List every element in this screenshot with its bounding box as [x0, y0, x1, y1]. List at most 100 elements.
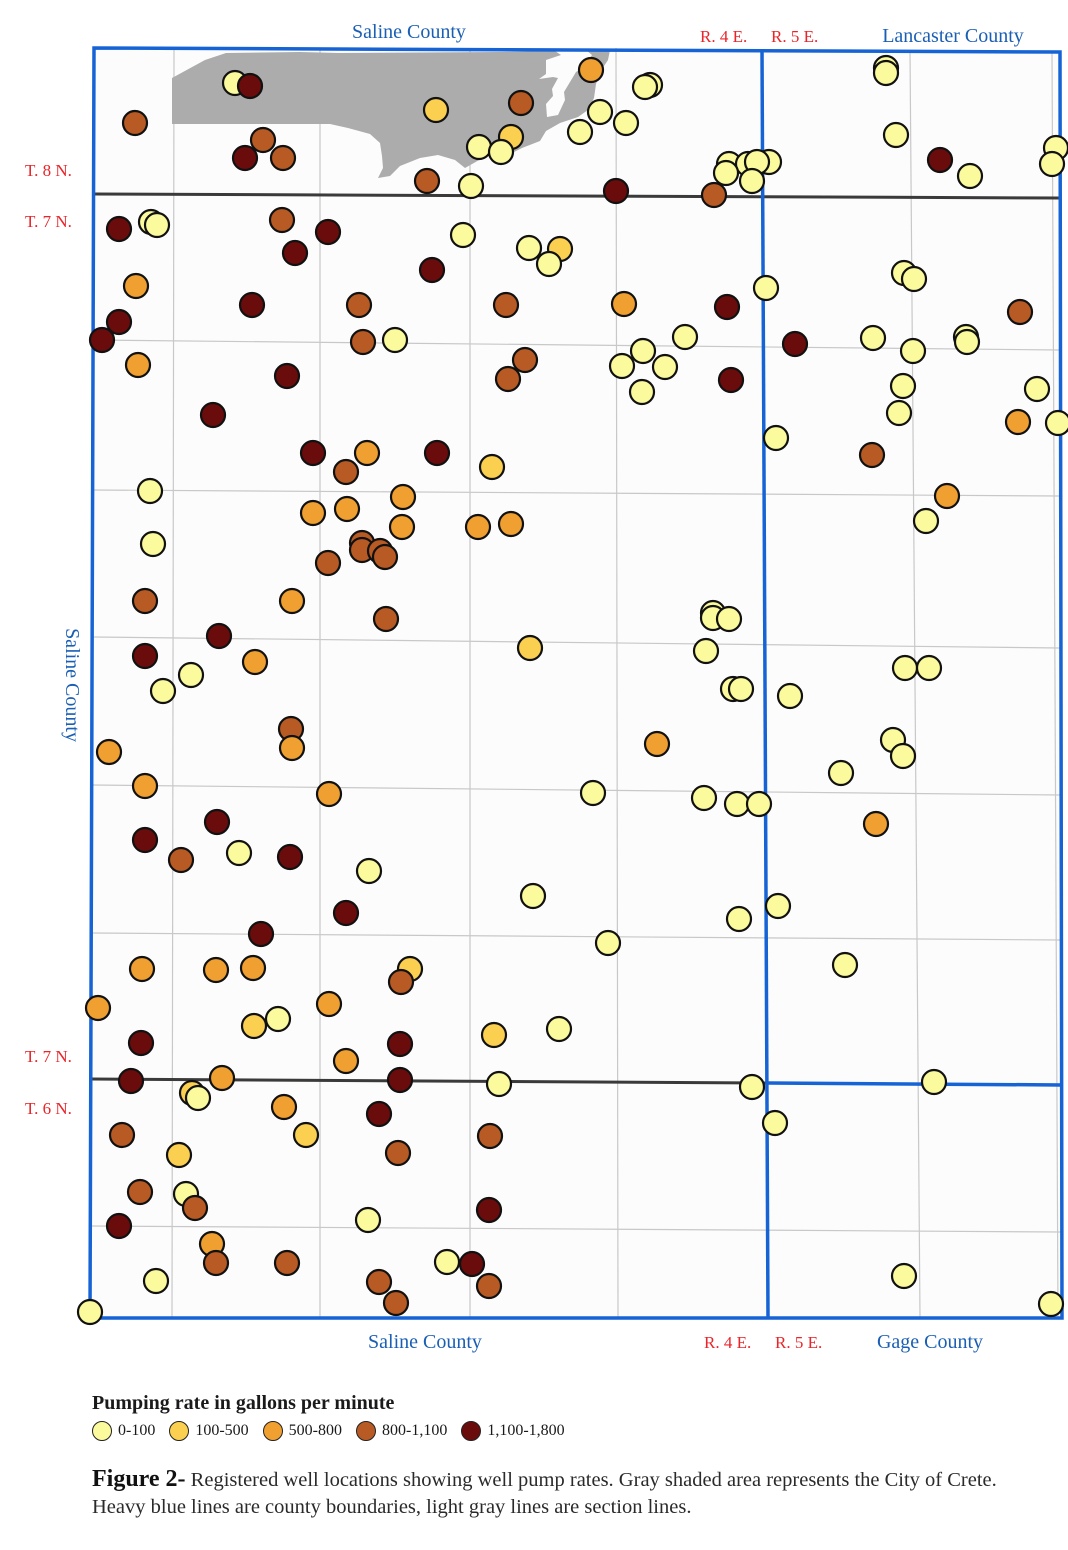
well-marker — [891, 654, 919, 682]
well-marker — [692, 637, 720, 665]
well-marker — [389, 483, 417, 511]
well-marker — [413, 167, 441, 195]
well-marker — [956, 162, 984, 190]
well-marker — [273, 362, 301, 390]
well-marker — [268, 206, 296, 234]
well-marker — [858, 441, 886, 469]
well-marker — [202, 956, 230, 984]
well-marker — [270, 1093, 298, 1121]
well-marker — [700, 181, 728, 209]
well-marker — [314, 549, 342, 577]
legend-swatch-0-100 — [92, 1421, 112, 1441]
legend-item-500-800: 500-800 — [262, 1421, 342, 1441]
well-marker — [915, 654, 943, 682]
well-marker — [602, 177, 630, 205]
well-marker — [487, 138, 515, 166]
well-marker — [535, 250, 563, 278]
well-marker — [76, 1298, 104, 1326]
legend-label-1100-1800: 1,100-1,800 — [487, 1422, 565, 1439]
well-marker — [387, 968, 415, 996]
well-marker — [355, 857, 383, 885]
well-marker — [492, 291, 520, 319]
well-marker — [912, 507, 940, 535]
well-marker — [494, 365, 522, 393]
well-marker — [199, 401, 227, 429]
well-marker — [872, 59, 900, 87]
saline-county-label-top: Saline County — [352, 21, 466, 43]
well-marker — [165, 1141, 193, 1169]
well-marker — [149, 677, 177, 705]
well-marker — [610, 290, 638, 318]
well-marker — [464, 513, 492, 541]
well-marker — [761, 1109, 789, 1137]
well-marker — [717, 366, 745, 394]
saline-county-label-side: Saline County — [61, 628, 83, 742]
well-marker — [384, 1139, 412, 1167]
well-marker — [386, 1030, 414, 1058]
well-marker — [314, 218, 342, 246]
well-marker — [933, 482, 961, 510]
well-marker — [1044, 409, 1068, 437]
saline-county-label-bottom: Saline County — [368, 1331, 482, 1353]
well-marker — [299, 439, 327, 467]
well-marker — [725, 905, 753, 933]
well-marker — [142, 1267, 170, 1295]
well-marker — [388, 513, 416, 541]
well-marker — [372, 605, 400, 633]
well-marker — [117, 1067, 145, 1095]
well-marker — [386, 1066, 414, 1094]
well-marker — [1037, 1290, 1065, 1318]
well-marker — [712, 159, 740, 187]
well-marker — [628, 378, 656, 406]
well-marker — [465, 133, 493, 161]
caption-text: Registered well locations showing well p… — [92, 1469, 997, 1518]
well-marker — [545, 1015, 573, 1043]
well-marker — [239, 954, 267, 982]
well-marker — [715, 605, 743, 633]
legend-swatch-1100-1800 — [461, 1421, 482, 1441]
well-marker — [781, 330, 809, 358]
well-marker — [612, 109, 640, 137]
r4e-label-bottom: R. 4 E. — [704, 1333, 751, 1352]
legend-items: 0-100 100-500 500-800 800-1,100 1,100-1,… — [92, 1421, 579, 1441]
well-marker — [631, 73, 659, 101]
legend-swatch-500-800 — [262, 1421, 283, 1441]
well-marker — [433, 1248, 461, 1276]
well-marker — [345, 291, 373, 319]
well-marker — [332, 458, 360, 486]
well-marker — [476, 1122, 504, 1150]
well-marker — [371, 543, 399, 571]
caption-lead: Figure 2- — [92, 1466, 186, 1492]
well-marker — [131, 826, 159, 854]
legend-label-800-1100: 800-1,100 — [381, 1422, 448, 1439]
well-marker — [128, 955, 156, 983]
well-marker — [167, 846, 195, 874]
t6n-label: T. 6 N. — [25, 1099, 72, 1118]
well-marker — [745, 790, 773, 818]
well-marker — [121, 109, 149, 137]
well-marker — [519, 882, 547, 910]
well-marker — [899, 337, 927, 365]
well-marker — [278, 734, 306, 762]
r5e-label-bottom: R. 5 E. — [775, 1333, 822, 1352]
well-marker — [315, 990, 343, 1018]
well-marker — [122, 272, 150, 300]
legend-item-100-500: 100-500 — [169, 1421, 249, 1441]
well-marker — [208, 1064, 236, 1092]
lancaster-county-label: Lancaster County — [882, 25, 1024, 47]
well-marker — [762, 424, 790, 452]
well-marker — [354, 1206, 382, 1234]
well-marker — [236, 72, 264, 100]
well-marker — [764, 892, 792, 920]
well-marker — [184, 1084, 212, 1112]
well-marker — [882, 121, 910, 149]
well-marker — [738, 1073, 766, 1101]
well-marker — [629, 337, 657, 365]
well-marker — [776, 682, 804, 710]
well-marker — [516, 634, 544, 662]
well-marker — [276, 843, 304, 871]
well-marker — [273, 1249, 301, 1277]
well-marker — [108, 1121, 136, 1149]
well-marker — [475, 1272, 503, 1300]
well-marker — [143, 211, 171, 239]
